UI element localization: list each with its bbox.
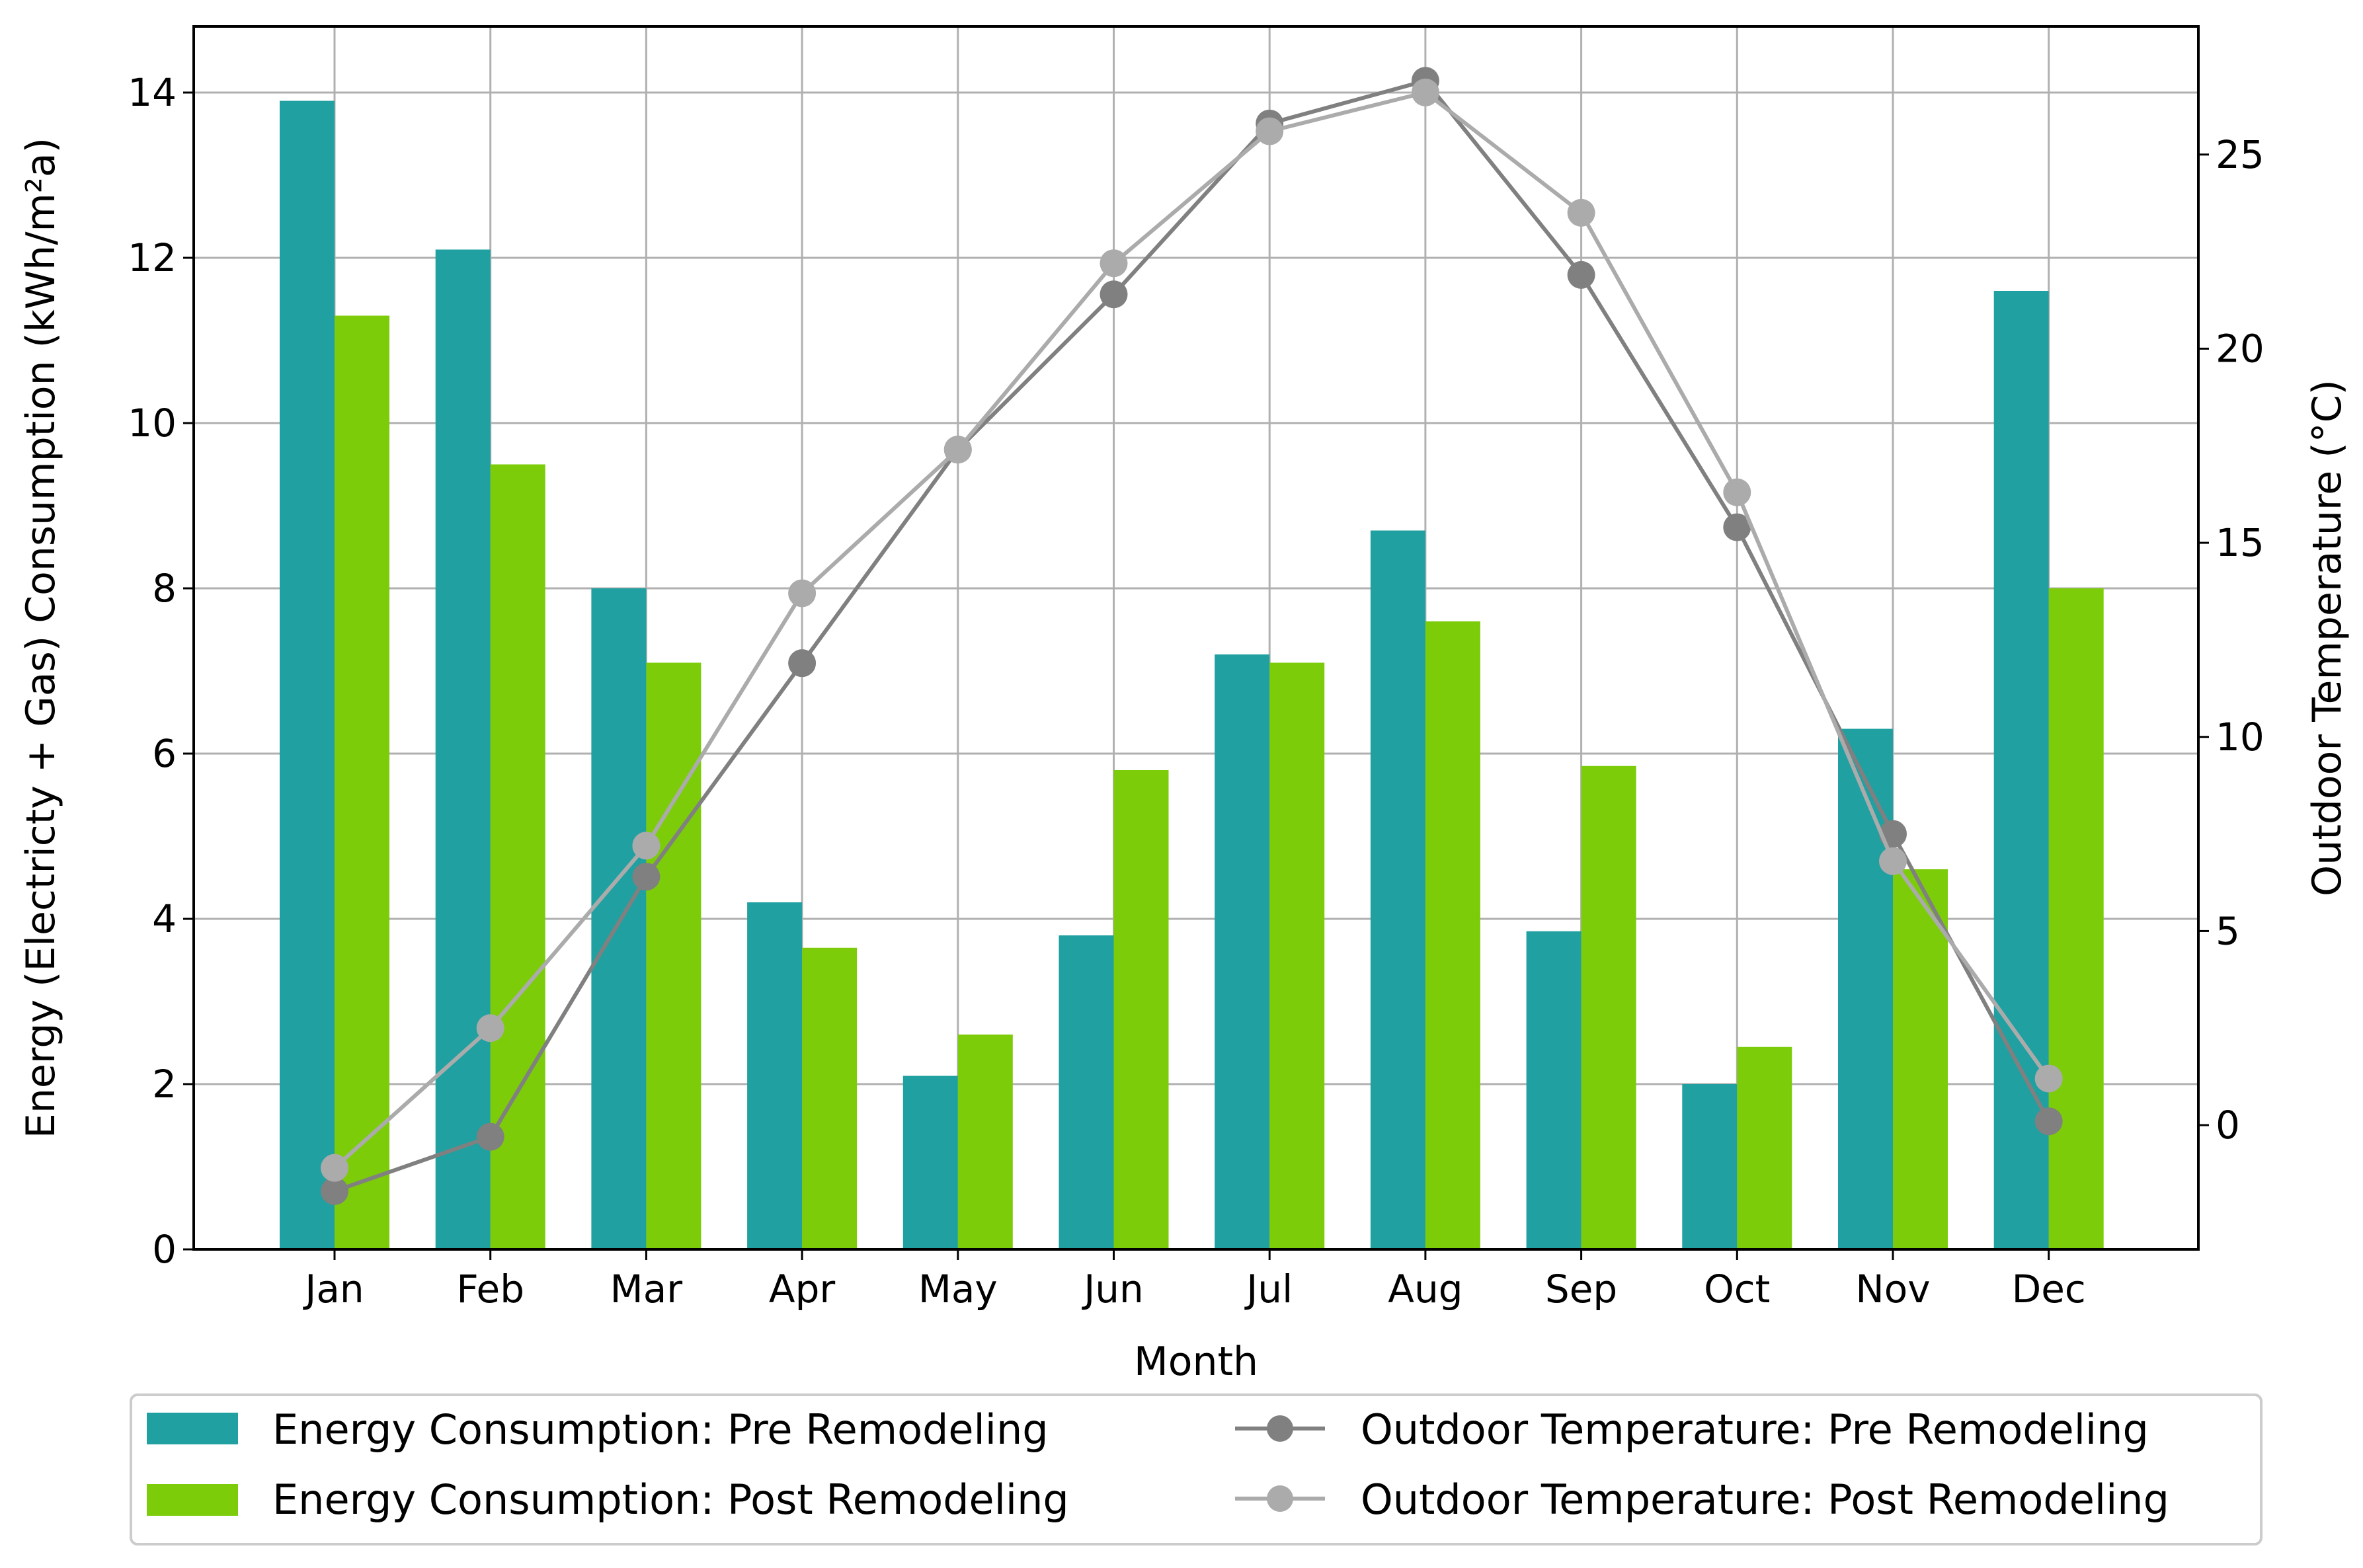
y2-tick-label: 15 [2216, 520, 2264, 565]
legend-marker-pre-temperature [1267, 1415, 1293, 1442]
point-post-temperature-oct [1723, 478, 1751, 506]
point-pre-temperature-sep [1567, 260, 1595, 289]
line-series-group [321, 67, 2063, 1205]
point-post-temperature-feb [476, 1014, 504, 1042]
legend: Energy Consumption: Pre Remodeling Energ… [130, 1393, 2263, 1546]
bar-post-energy-aug [1425, 621, 1480, 1249]
y-tick-label: 0 [152, 1227, 177, 1272]
legend-frame [130, 1393, 2263, 1546]
axis-ticks: Jan Feb Mar Apr May Jun Jul Aug Sep Oct Nov Dec 0 2 4 6… [128, 70, 2264, 1312]
x-axis-title: Month [1134, 1339, 1258, 1385]
bar-post-energy-jun [1113, 770, 1169, 1249]
point-pre-temperature-jan [321, 1177, 348, 1205]
legend-label-pre-energy: Energy Consumption: Pre Remodeling [272, 1405, 1049, 1454]
bar-pre-energy-apr [747, 902, 803, 1249]
bar-pre-energy-nov [1838, 728, 1893, 1249]
y2-tick-label: 20 [2216, 326, 2264, 371]
point-post-temperature-jul [1256, 117, 1284, 145]
y2-tick-label: 25 [2216, 132, 2264, 177]
plot-frame [192, 25, 2200, 1251]
x-tick-label: Oct [1704, 1267, 1770, 1312]
y2-tick-label: 5 [2216, 908, 2240, 953]
point-post-temperature-aug [1411, 78, 1439, 106]
point-post-temperature-nov [1879, 847, 1907, 875]
bar-post-energy-mar [646, 662, 701, 1249]
bar-pre-energy-sep [1526, 931, 1582, 1249]
bar-post-energy-oct [1737, 1046, 1792, 1249]
bar-series-group [280, 100, 2104, 1249]
y-tick-label: 4 [152, 896, 177, 941]
bar-post-energy-sep [1581, 765, 1636, 1249]
x-tick-label: Dec [2012, 1267, 2086, 1312]
y-tick-label: 12 [128, 235, 177, 280]
x-tick-label: Jan [303, 1267, 364, 1312]
bar-pre-energy-jul [1215, 654, 1270, 1249]
bar-post-energy-dec [2048, 588, 2104, 1249]
x-tick-label: Feb [456, 1267, 524, 1312]
legend-label-post-energy: Energy Consumption: Post Remodeling [272, 1475, 1069, 1524]
y-tick-label: 2 [152, 1062, 177, 1107]
y-tick-label: 6 [152, 731, 177, 776]
legend-label-pre-temperature: Outdoor Temperature: Pre Remodeling [1361, 1405, 2149, 1454]
x-tick-label: Sep [1545, 1267, 1617, 1312]
legend-label-post-temperature: Outdoor Temperature: Post Remodeling [1361, 1475, 2169, 1524]
x-tick-label: Mar [610, 1267, 683, 1312]
bar-pre-energy-aug [1370, 530, 1425, 1249]
bar-pre-energy-oct [1682, 1084, 1738, 1249]
bar-pre-energy-jun [1059, 935, 1114, 1249]
x-tick-label: Nov [1855, 1267, 1930, 1312]
x-tick-label: May [918, 1267, 998, 1312]
point-post-temperature-may [943, 436, 972, 464]
bar-post-energy-may [957, 1035, 1013, 1249]
point-post-temperature-dec [2034, 1064, 2063, 1093]
point-post-temperature-jun [1100, 249, 1128, 278]
point-pre-temperature-feb [476, 1122, 504, 1151]
line-post-temperature [333, 90, 2051, 1169]
point-pre-temperature-oct [1723, 513, 1751, 541]
bar-post-energy-nov [1893, 869, 1948, 1249]
legend-swatch-post-energy [147, 1484, 238, 1516]
y-tick-label: 10 [128, 401, 177, 446]
legend-swatch-pre-energy [147, 1413, 238, 1444]
point-post-temperature-jan [321, 1154, 348, 1182]
bar-pre-energy-dec [1993, 291, 2049, 1249]
bar-pre-energy-jan [280, 100, 335, 1249]
point-pre-temperature-apr [788, 649, 817, 678]
point-post-temperature-mar [632, 832, 661, 860]
point-pre-temperature-dec [2034, 1107, 2063, 1136]
bar-pre-energy-may [902, 1076, 958, 1249]
x-tick-label: Jun [1082, 1267, 1144, 1312]
bar-pre-energy-feb [435, 249, 491, 1249]
point-post-temperature-apr [788, 579, 817, 608]
bar-post-energy-apr [802, 947, 858, 1249]
y2-tick-label: 10 [2216, 715, 2264, 760]
y2-axis-title: Outdoor Temperature (°C) [2304, 379, 2350, 896]
y-axis-title: Energy (Electricty + Gas) Consumption (k… [18, 137, 64, 1138]
point-pre-temperature-mar [632, 863, 661, 891]
y-tick-label: 8 [152, 566, 177, 611]
point-post-temperature-sep [1567, 198, 1595, 227]
x-tick-label: Jul [1244, 1267, 1293, 1312]
y2-tick-label: 0 [2216, 1103, 2240, 1148]
x-tick-label: Apr [769, 1267, 835, 1312]
bar-post-energy-jan [335, 315, 389, 1249]
y-tick-label: 14 [128, 70, 177, 115]
legend-marker-post-temperature [1267, 1485, 1293, 1512]
x-tick-label: Aug [1388, 1267, 1462, 1312]
point-pre-temperature-jun [1100, 280, 1128, 309]
line-pre-temperature [334, 78, 2051, 1193]
bar-post-energy-jul [1269, 662, 1325, 1249]
